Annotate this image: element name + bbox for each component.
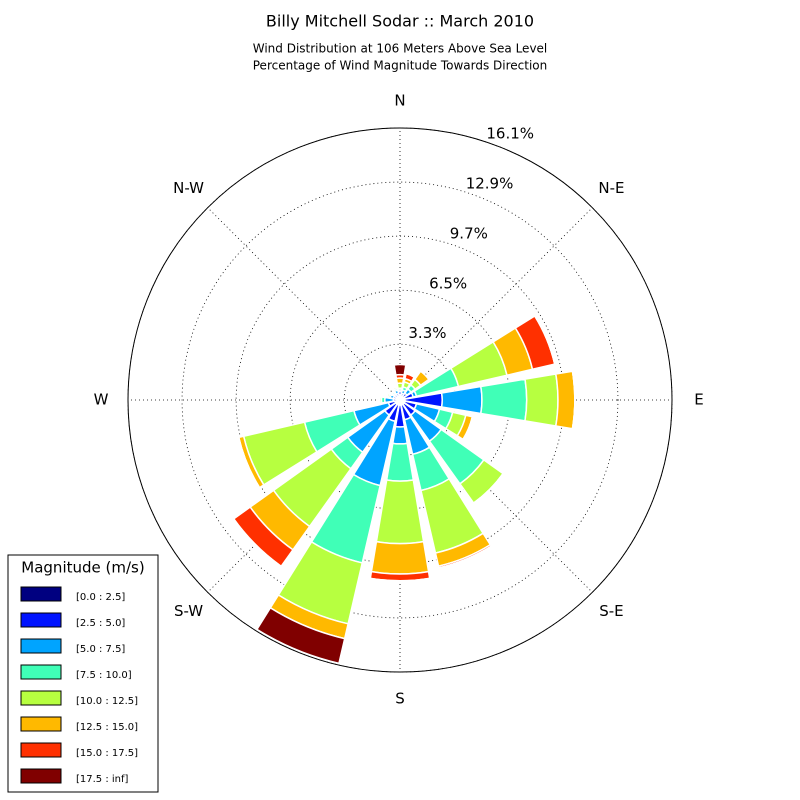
wind-segment [438, 545, 492, 569]
direction-label: S-W [174, 602, 203, 620]
r-tick-label: 16.1% [486, 124, 534, 142]
r-tick-label: 3.3% [408, 324, 446, 342]
wind-segment [405, 372, 415, 378]
legend-swatch [20, 716, 62, 732]
direction-label: N [394, 92, 405, 110]
wind-segment [554, 370, 576, 430]
direction-label: W [94, 391, 109, 409]
wind-segment [534, 315, 556, 365]
grid-spoke [207, 207, 401, 401]
wind-segment [393, 363, 407, 376]
direction-label: N-E [598, 179, 624, 197]
wind-segment [255, 606, 346, 665]
direction-label: N-W [173, 179, 204, 197]
legend-swatch [20, 742, 62, 758]
legend-swatch [20, 586, 62, 602]
legend-swatch [20, 690, 62, 706]
wind-segment [420, 370, 430, 380]
legend-label: [7.5 : 10.0] [76, 670, 132, 681]
r-tick-label: 12.9% [466, 174, 514, 192]
wind-segment [479, 378, 528, 422]
wind-segment [524, 373, 559, 427]
legend-swatch [20, 768, 62, 784]
legend-swatch [20, 638, 62, 654]
polar-frame [127, 127, 673, 673]
wind-segment [385, 442, 415, 482]
chart-subtitle: Percentage of Wind Magnitude Towards Dir… [253, 59, 547, 73]
grid-spoke [399, 399, 593, 593]
wind-segment [571, 371, 576, 429]
legend-label: [0.0 : 2.5] [76, 592, 125, 603]
legend-label: [5.0 : 7.5] [76, 644, 125, 655]
legend: Magnitude (m/s) [0.0 : 2.5] [2.5 : 5.0] [5.… [7, 554, 159, 793]
grid-circle [181, 181, 619, 619]
legend-swatch [20, 664, 62, 680]
legend-label: [2.5 : 5.0] [76, 618, 125, 629]
wind-segment [391, 425, 409, 445]
wind-segment [370, 577, 430, 582]
chart-subtitle: Wind Distribution at 106 Meters Above Se… [253, 42, 548, 56]
legend-title: Magnitude (m/s) [21, 559, 144, 577]
legend-label: [17.5 : inf] [76, 774, 129, 785]
grid-spoke [399, 207, 593, 401]
wind-segment [473, 473, 504, 504]
wind-segment [392, 386, 398, 390]
wind-segment [440, 385, 483, 415]
wind-segment [386, 392, 390, 398]
direction-label: E [694, 391, 703, 409]
direction-label: S [395, 690, 405, 708]
wind-segment [375, 479, 425, 545]
wind-segment [237, 437, 261, 489]
chart-title: Billy Mitchell Sodar :: March 2010 [266, 12, 534, 31]
r-tick-label: 9.7% [450, 224, 488, 242]
legend-label: [10.0 : 12.5] [76, 696, 138, 707]
r-tick-label: 6.5% [429, 274, 467, 292]
wind-segment [370, 540, 430, 575]
direction-label: S-E [599, 602, 623, 620]
legend-label: [15.0 : 17.5] [76, 748, 138, 759]
legend-swatch [20, 612, 62, 628]
legend-label: [12.5 : 15.0] [76, 722, 138, 733]
